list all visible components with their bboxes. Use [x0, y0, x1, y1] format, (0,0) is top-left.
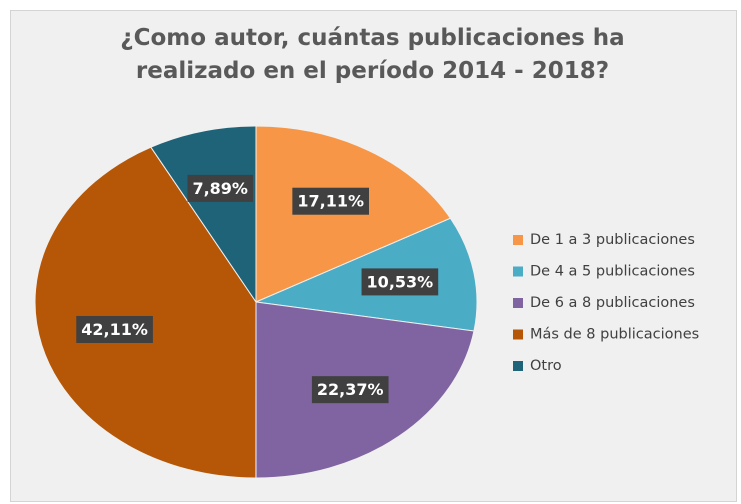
- data-label: 42,11%: [76, 315, 153, 343]
- legend-label: Más de 8 publicaciones: [530, 327, 699, 343]
- legend-label: De 1 a 3 publicaciones: [530, 232, 695, 248]
- chart-title: ¿Como autor, cuántas publicaciones ha re…: [120, 25, 625, 84]
- data-label-box: [187, 174, 253, 202]
- data-label-text: 17,11%: [297, 192, 364, 211]
- data-label-text: 7,89%: [192, 179, 248, 198]
- data-label-box: [311, 376, 389, 404]
- data-label-text: 42,11%: [81, 320, 148, 339]
- data-label: 17,11%: [292, 187, 369, 215]
- data-label-box: [361, 268, 439, 296]
- data-label: 7,89%: [187, 174, 253, 202]
- data-label-box: [292, 187, 369, 215]
- legend-swatch: [513, 329, 523, 340]
- legend-label: De 4 a 5 publicaciones: [530, 264, 695, 280]
- data-label: 10,53%: [361, 268, 439, 296]
- legend-label: De 6 a 8 publicaciones: [530, 295, 695, 311]
- data-label-text: 22,37%: [317, 380, 384, 399]
- data-label: 22,37%: [311, 376, 389, 404]
- legend-label: Otro: [530, 358, 562, 374]
- pie-slice: [34, 146, 257, 479]
- legend-swatch: [513, 266, 523, 277]
- data-label-text: 10,53%: [367, 272, 434, 291]
- legend-swatch: [513, 361, 523, 371]
- pie-slice: [150, 125, 257, 304]
- legend-swatch: [513, 298, 523, 308]
- legend-swatch: [513, 235, 523, 245]
- data-label-box: [76, 315, 153, 343]
